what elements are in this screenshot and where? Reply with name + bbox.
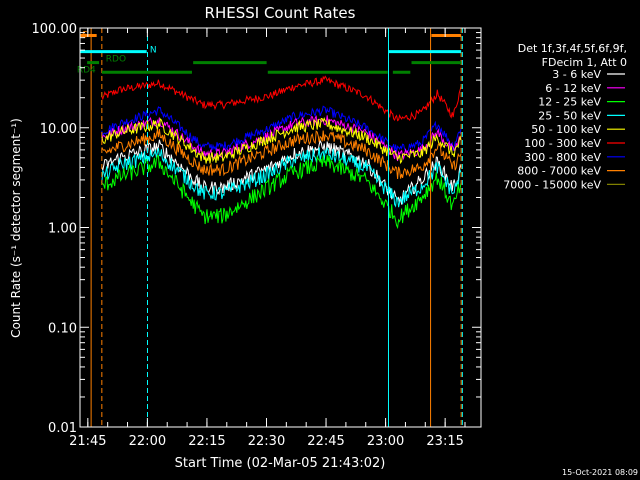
series-6-12kev-line: [101, 115, 462, 162]
series-300-800kev-line: [101, 105, 462, 152]
legend-entry-label: 7000 - 15000 keV: [503, 178, 601, 191]
legend-entry-label: 12 - 25 keV: [538, 96, 601, 109]
legend-header-line: Det 1f,3f,4f,5f,6f,9f,: [518, 42, 627, 55]
x-tick-label: 22:15: [188, 434, 225, 449]
state-label-rd4: RD4: [77, 65, 96, 75]
series-800-7000kev-line: [101, 128, 462, 180]
y-tick-label: 10.00: [40, 122, 77, 137]
x-tick-label: 23:00: [367, 434, 404, 449]
y-tick-label: 0.01: [48, 421, 77, 436]
state-label-rdo: RDO: [106, 55, 126, 65]
legend-entry-label: 100 - 300 keV: [524, 137, 601, 150]
x-tick-label: 21:45: [69, 434, 106, 449]
series-100-300kev-line: [101, 75, 462, 122]
x-tick-label: 22:45: [307, 434, 344, 449]
date-stamp: 15-Oct-2021 08:09: [562, 468, 638, 477]
series-12-25kev-line: [101, 154, 462, 230]
legend: Det 1f,3f,4f,5f,6f,9f,FDecim 1, Att 03 -…: [503, 42, 627, 191]
legend-entry-label: 6 - 12 keV: [545, 82, 601, 95]
legend-entry-label: 3 - 6 keV: [552, 68, 601, 81]
legend-header-line: FDecim 1, Att 0: [542, 56, 627, 69]
legend-entry-label: 800 - 7000 keV: [517, 165, 601, 178]
series-layer: [101, 75, 462, 230]
y-tick-label: 100.00: [32, 22, 78, 37]
x-tick-label: 22:30: [248, 434, 285, 449]
series-50-100kev-line: [101, 116, 462, 165]
x-tick-label: 23:15: [426, 434, 463, 449]
series-25-50kev-line: [101, 147, 462, 208]
legend-entry-label: 25 - 50 keV: [538, 109, 601, 122]
x-tick-label: 22:00: [129, 434, 166, 449]
state-label-n: N: [150, 45, 157, 55]
y-tick-label: 1.00: [48, 222, 77, 237]
state-label-s: S: [82, 31, 88, 41]
y-tick-label: 0.10: [48, 321, 77, 336]
series-3-6kev-line: [101, 139, 462, 205]
y-axis-label: Count Rate (s⁻¹ detector segment⁻¹): [9, 118, 23, 338]
axes-layer: 0.01 0.10 1.00 10.00 100.00 21:45 22:00 22:15 22…: [32, 22, 481, 449]
legend-entry-label: 50 - 100 keV: [531, 123, 601, 136]
x-axis-label: Start Time (02-Mar-05 21:43:02): [175, 456, 386, 471]
chart-title: RHESSI Count Rates: [205, 4, 356, 22]
legend-entry-label: 300 - 800 keV: [524, 151, 601, 164]
